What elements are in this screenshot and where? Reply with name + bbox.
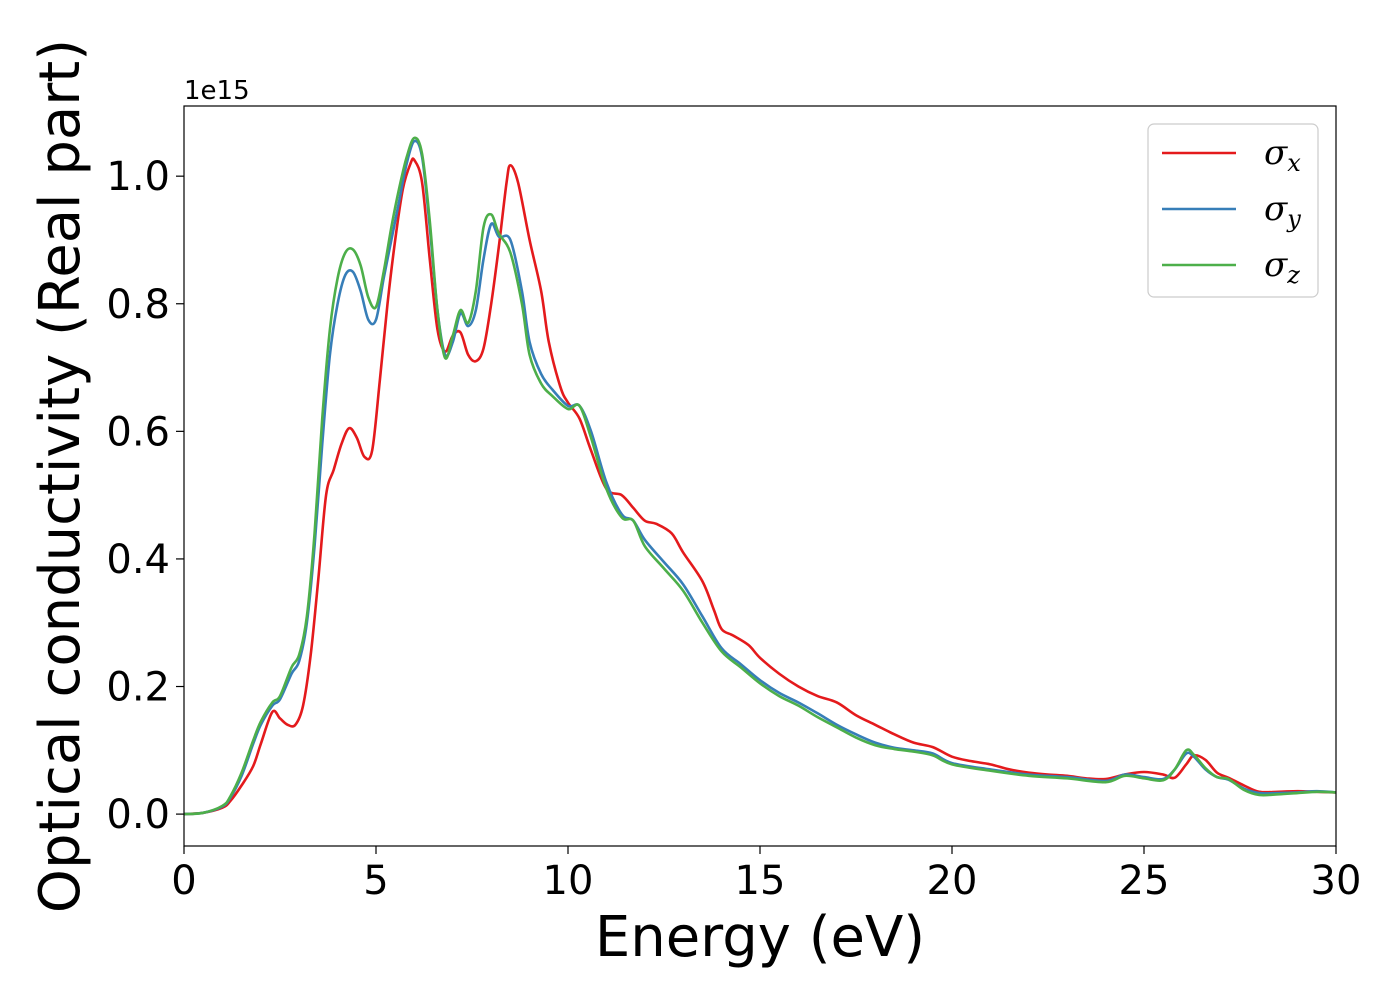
ticks-layer: 0 5 10 15 20 25 30 0.0 0.2 0.4 0.6 0.8 1.0 [106, 154, 1361, 904]
y-tick-label: 0.4 [106, 537, 170, 583]
y-axis-label: Optical conductivity (Real part) [28, 39, 93, 913]
legend: σx σy σz [1147, 123, 1319, 298]
x-tick-label: 25 [1119, 858, 1170, 904]
legend-frame [1147, 123, 1319, 298]
x-tick-label: 20 [927, 858, 978, 904]
y-tick-label: 0.6 [106, 409, 170, 455]
x-tick-label: 15 [735, 858, 786, 904]
y-tick-label: 0.0 [106, 792, 170, 838]
legend-label-sigma-z: σz [1264, 245, 1300, 289]
series-layer [184, 136, 1336, 816]
y-offset-label: 1e15 [184, 76, 250, 106]
x-tick-label: 0 [171, 858, 196, 904]
x-axis-label: Energy (eV) [595, 905, 925, 970]
y-tick-label: 0.2 [106, 665, 170, 711]
legend-label-sigma-x: σx [1264, 133, 1301, 177]
x-tick-label: 5 [363, 858, 388, 904]
legend-label-sigma-y: σy [1264, 189, 1301, 233]
x-tick-label: 30 [1311, 858, 1362, 904]
y-tick-label: 1.0 [106, 154, 170, 200]
x-tick-label: 10 [543, 858, 594, 904]
legend-items: σx σy σz [1162, 133, 1301, 289]
y-tick-label: 0.8 [106, 282, 170, 328]
series-line-sigma-z [184, 136, 1336, 816]
